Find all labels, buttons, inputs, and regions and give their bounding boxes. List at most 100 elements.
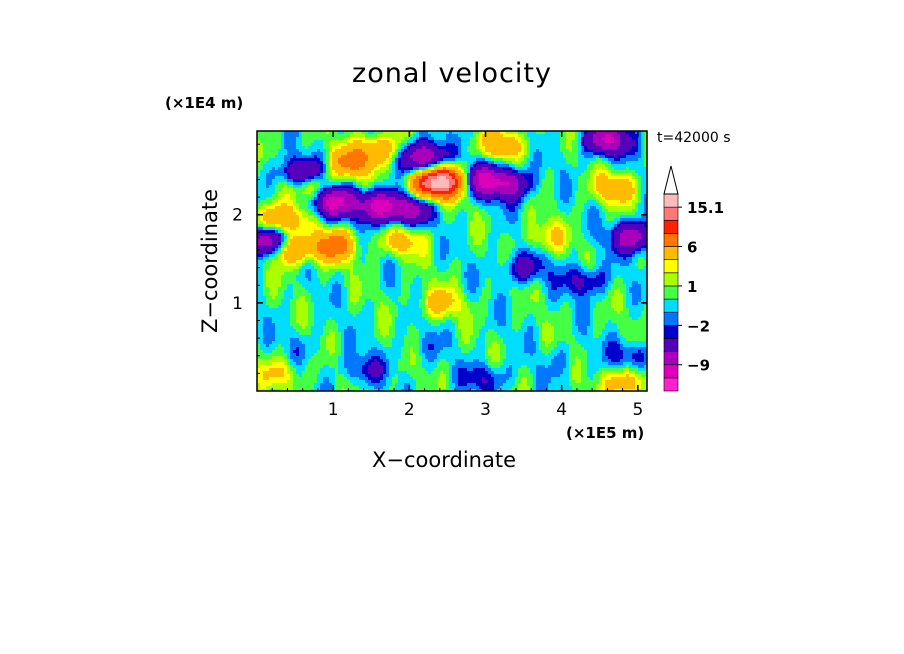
contour-cell xyxy=(257,161,261,165)
contour-cell xyxy=(425,137,429,141)
contour-cell xyxy=(476,179,480,183)
contour-cell xyxy=(290,155,294,159)
contour-cell xyxy=(380,170,384,174)
contour-cell xyxy=(560,140,564,144)
contour-cell xyxy=(398,236,402,240)
contour-cell xyxy=(344,245,348,249)
contour-cell xyxy=(614,155,618,159)
contour-cell xyxy=(635,203,639,207)
contour-cell xyxy=(317,140,321,144)
contour-cell xyxy=(296,170,300,174)
contour-cell xyxy=(467,134,471,138)
contour-cell xyxy=(527,221,531,225)
contour-cell xyxy=(515,134,519,138)
contour-cell xyxy=(536,137,540,141)
contour-cell xyxy=(347,230,351,234)
contour-cell xyxy=(383,230,387,234)
contour-cell xyxy=(296,200,300,204)
contour-cell xyxy=(419,188,423,192)
contour-cell xyxy=(278,224,282,228)
contour-cell xyxy=(263,218,267,222)
contour-cell xyxy=(584,191,588,195)
contour-cell xyxy=(641,227,645,231)
contour-cell xyxy=(338,149,342,153)
contour-cell xyxy=(290,206,294,210)
contour-cell xyxy=(593,170,597,174)
contour-cell xyxy=(518,158,522,162)
contour-cell xyxy=(425,212,429,216)
contour-cell xyxy=(401,191,405,195)
contour-cell xyxy=(293,191,297,195)
contour-cell xyxy=(635,146,639,150)
contour-cell xyxy=(368,245,372,249)
contour-cell xyxy=(275,209,279,213)
contour-cell xyxy=(389,170,393,174)
contour-cell xyxy=(452,209,456,213)
contour-cell xyxy=(572,191,576,195)
contour-cell xyxy=(584,239,588,243)
contour-cell xyxy=(503,230,507,234)
contour-cell xyxy=(575,161,579,165)
contour-cell xyxy=(500,131,504,135)
contour-cell xyxy=(572,218,576,222)
contour-cell xyxy=(389,221,393,225)
contour-cell xyxy=(284,158,288,162)
contour-cell xyxy=(455,206,459,210)
contour-cell xyxy=(278,176,282,180)
contour-cell xyxy=(266,146,270,150)
contour-cell xyxy=(269,167,273,171)
contour-cell xyxy=(515,164,519,168)
contour-cell xyxy=(452,170,456,174)
contour-cell xyxy=(347,161,351,165)
contour-cell xyxy=(398,182,402,186)
contour-cell xyxy=(575,224,579,228)
contour-cell xyxy=(374,245,378,249)
contour-cell xyxy=(389,173,393,177)
contour-cell xyxy=(557,233,561,237)
contour-cell xyxy=(608,140,612,144)
contour-cell xyxy=(563,167,567,171)
contour-cell xyxy=(536,236,540,240)
contour-cell xyxy=(590,230,594,234)
contour-cell xyxy=(353,152,357,156)
contour-cell xyxy=(608,182,612,186)
contour-cell xyxy=(293,206,297,210)
contour-cell xyxy=(419,179,423,183)
contour-cell xyxy=(605,137,609,141)
contour-cell xyxy=(314,158,318,162)
contour-cell xyxy=(311,149,315,153)
contour-cell xyxy=(527,176,531,180)
contour-cell xyxy=(332,149,336,153)
contour-cell xyxy=(368,170,372,174)
contour-cell xyxy=(257,209,261,213)
contour-cell xyxy=(338,176,342,180)
contour-cell xyxy=(608,191,612,195)
contour-cell xyxy=(425,134,429,138)
contour-cell xyxy=(380,215,384,219)
contour-cell xyxy=(596,218,600,222)
contour-cell xyxy=(374,242,378,246)
contour-cell xyxy=(260,182,264,186)
contour-cell xyxy=(539,146,543,150)
contour-cell xyxy=(449,215,453,219)
contour-cell xyxy=(359,137,363,141)
contour-cell xyxy=(386,185,390,189)
contour-cell xyxy=(305,203,309,207)
contour-cell xyxy=(617,218,621,222)
contour-cell xyxy=(326,200,330,204)
contour-cell xyxy=(407,146,411,150)
contour-cell xyxy=(395,197,399,201)
contour-cell xyxy=(278,173,282,177)
contour-cell xyxy=(578,140,582,144)
contour-cell xyxy=(629,206,633,210)
contour-cell xyxy=(593,191,597,195)
contour-cell xyxy=(335,182,339,186)
contour-cell xyxy=(515,131,519,135)
contour-cell xyxy=(335,179,339,183)
contour-cell xyxy=(314,134,318,138)
contour-cell xyxy=(542,170,546,174)
contour-cell xyxy=(458,203,462,207)
contour-cell xyxy=(587,185,591,189)
contour-cell xyxy=(500,173,504,177)
contour-cell xyxy=(305,167,309,171)
